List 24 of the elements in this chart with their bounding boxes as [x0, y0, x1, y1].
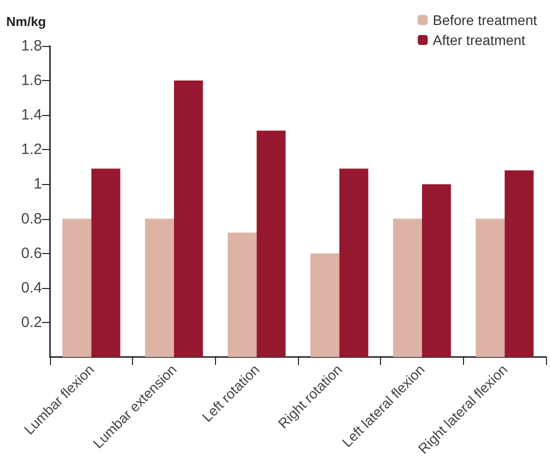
bar: [310, 253, 340, 357]
y-tick-label: 0.4: [21, 279, 42, 296]
bar: [145, 218, 174, 357]
y-tick-label: 0.6: [21, 244, 42, 262]
legend-label: After treatment: [432, 32, 526, 48]
legend-label: Before treatment: [432, 12, 538, 28]
y-tick-label: 0.8: [21, 210, 42, 228]
bar: [62, 218, 92, 357]
y-tick-label: 1.8: [21, 38, 42, 54]
bar: [504, 170, 534, 357]
y-tick-label: 1.4: [21, 106, 42, 124]
y-tick-label: 0.2: [21, 314, 42, 331]
bar: [393, 218, 422, 357]
bar: [422, 184, 451, 357]
bar: [256, 130, 286, 357]
bar: [91, 168, 120, 357]
bar: [339, 168, 368, 357]
bar: [174, 80, 203, 357]
y-axis-title: Nm/kg: [6, 14, 46, 29]
y-tick-label: 1: [34, 176, 42, 193]
bar: [476, 218, 505, 357]
y-tick-label: 1.6: [21, 72, 42, 90]
bar: [228, 232, 257, 357]
y-tick-label: 1.2: [21, 141, 42, 158]
